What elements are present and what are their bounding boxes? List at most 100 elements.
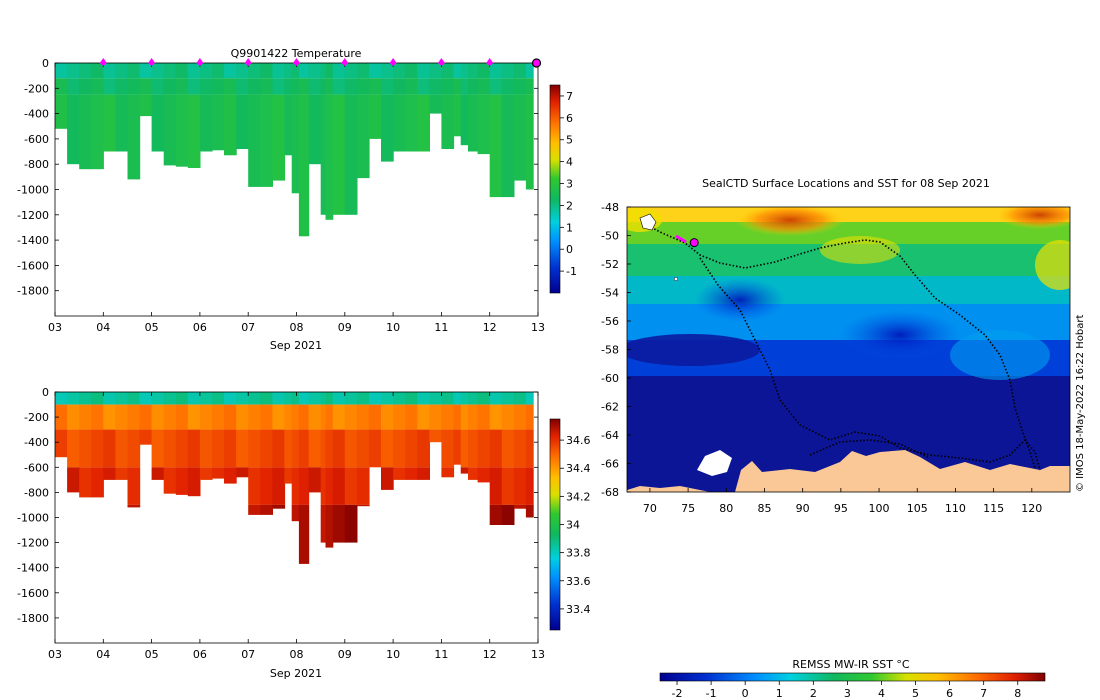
section-cell [151,429,165,468]
section-cell [139,63,153,79]
section-cell [212,404,225,430]
section-cell [55,63,68,79]
section-cell [489,429,503,468]
section-cell [468,78,479,95]
section-cell [320,467,327,505]
section-cell [441,63,455,79]
section-cell [332,504,346,543]
section-cell [325,63,334,79]
section-cell [127,504,141,508]
sst-cold-patch [695,278,785,322]
y-tick-label: -600 [24,133,49,146]
x-tick-label: 10 [386,648,400,661]
section-cell [332,94,346,215]
section-cell [453,94,462,137]
section-cell [55,429,68,458]
section-cell [453,429,462,465]
section-cell [163,392,177,405]
section-cell [151,467,165,480]
lon-tick-label: 115 [983,502,1004,515]
section-cell [308,94,322,165]
section-cell [332,429,346,468]
section-cell [298,78,310,95]
section-cell [513,392,527,405]
section-cell [368,429,382,468]
section-cell [356,94,370,179]
section-cell [460,467,469,474]
lat-tick-label: -64 [601,429,619,442]
section-cell [187,63,201,79]
lat-tick-label: -58 [601,344,619,357]
colorbar-tick-label: 6 [566,112,573,125]
section-cell [477,94,491,155]
section-cell [272,63,286,79]
section-cell [248,392,261,405]
colorbar-tick-label: 3 [566,178,573,191]
sst-colorbar-tick-label: 7 [980,687,987,700]
section-cell [417,429,430,468]
section-cell [513,78,527,95]
section-cell [236,429,249,468]
section-cell [139,94,153,117]
section-cell [260,78,273,95]
section-cell [236,467,249,478]
section-cell [468,467,479,480]
sst-colorbar-tick-label: 0 [742,687,749,700]
section-cell [199,63,213,79]
section-cell [441,429,455,468]
section-cell [468,404,479,430]
section-cell [453,404,462,430]
section-cell [236,404,249,430]
section-cell [501,94,515,198]
section-cell [291,78,300,95]
lon-tick-label: 85 [757,502,771,515]
section-cell [248,63,261,79]
profile-marker [244,58,252,66]
section-cell [163,63,177,79]
section-cell [356,467,370,505]
section-cell [501,63,515,79]
section-cell [298,504,310,564]
section-cell [453,78,462,95]
salinity-section-data [55,392,534,564]
section-cell [308,404,322,430]
salinity-xlabel: Sep 2021 [270,667,322,680]
section-cell [417,78,430,95]
section-cell [513,467,527,505]
section-cell [489,63,503,79]
section-cell [151,63,165,79]
section-cell [441,392,455,405]
section-cell [115,392,129,405]
map-title: SealCTD Surface Locations and SST for 08… [702,177,990,190]
profile-marker [148,58,156,66]
section-cell [187,78,201,95]
x-tick-label: 11 [434,321,448,334]
temperature-section-data [55,63,534,237]
section-cell [212,467,225,479]
section-cell [127,429,141,468]
section-cell [468,392,479,405]
section-cell [332,467,346,505]
section-cell [429,404,442,430]
y-tick-label: -1200 [17,209,49,222]
section-cell [151,78,165,95]
section-cell [224,429,237,468]
section-cell [489,94,503,198]
section-cell [453,392,462,405]
section-cell [79,429,92,468]
profile-marker [341,58,349,66]
y-tick-label: -800 [24,158,49,171]
section-cell [199,78,213,95]
salinity-y-axis: 0 -200 -400 -600 -800 -1000 -1200 -1400 -1600 -18… [17,386,538,625]
section-cell [325,404,334,430]
profile-marker [437,58,445,66]
sst-colorbar-label: REMSS MW-IR SST °C [792,658,910,671]
section-cell [468,63,479,79]
profile-marker [389,58,397,66]
section-cell [332,78,346,95]
section-cell [501,504,515,525]
lon-tick-label: 120 [1021,502,1042,515]
temperature-panel: Q9901422 Temperature 0 -200 -400 -600 -800 -1… [17,47,577,352]
section-cell [460,429,469,468]
y-tick-label: -200 [24,82,49,95]
